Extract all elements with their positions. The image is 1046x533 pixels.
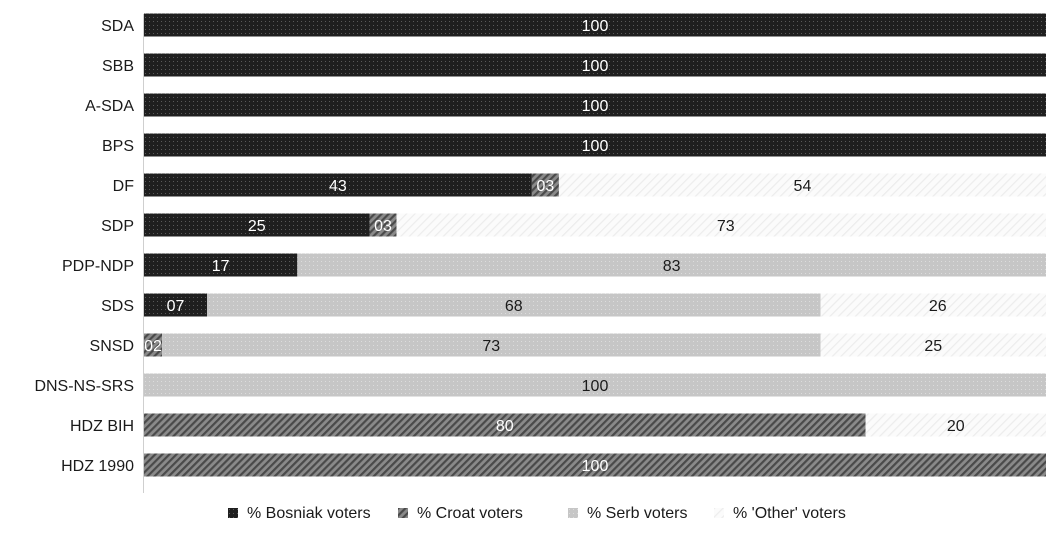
value-label-sdp-bosniak-voters: 25 bbox=[248, 218, 266, 235]
bar-df-bosniak-voters bbox=[144, 173, 532, 197]
bar-hdz-1990-croat-voters bbox=[144, 453, 1046, 477]
value-label-sda-bosniak-voters: 100 bbox=[582, 18, 609, 35]
legend-label-other-voters: % 'Other' voters bbox=[733, 505, 846, 522]
value-label-hdz-bih-other-voters: 20 bbox=[947, 418, 965, 435]
bar-sds-other-voters bbox=[820, 293, 1046, 317]
value-labels: 100 100 100 100 43 03 54 25 03 73 17 83 07 68 26 02 73 25… bbox=[144, 18, 965, 475]
bar-snsd-croat-voters bbox=[144, 333, 163, 357]
category-label-sdp: SDP bbox=[101, 218, 134, 235]
value-label-snsd-croat-voters: 02 bbox=[144, 338, 162, 355]
category-label-sds: SDS bbox=[101, 298, 134, 315]
bar-sdp-other-voters bbox=[396, 213, 1046, 237]
value-label-sds-other-voters: 26 bbox=[929, 298, 947, 315]
category-labels: SDA SBB A-SDA BPS DF SDP PDP-NDP SDS SNSD DNS-NS-… bbox=[34, 18, 134, 475]
value-label-sdp-other-voters: 73 bbox=[717, 218, 735, 235]
bar-a-sda-bosniak-voters bbox=[144, 93, 1046, 117]
value-label-df-other-voters: 54 bbox=[794, 178, 812, 195]
bar-snsd-other-voters bbox=[820, 333, 1046, 357]
value-label-sds-bosniak-voters: 07 bbox=[167, 298, 185, 315]
value-label-hdz-bih-croat-voters: 80 bbox=[496, 418, 514, 435]
category-label-a-sda: A-SDA bbox=[85, 98, 134, 115]
legend-label-serb-voters: % Serb voters bbox=[587, 505, 687, 522]
bar-hdz-bih-croat-voters bbox=[144, 413, 866, 437]
bars bbox=[144, 13, 1046, 477]
value-label-hdz-1990-croat-voters: 100 bbox=[582, 458, 609, 475]
value-label-pdp-ndp-serb-voters: 83 bbox=[663, 258, 681, 275]
legend-swatch-croat-voters bbox=[398, 508, 408, 518]
bar-bps-bosniak-voters bbox=[144, 133, 1046, 157]
bar-df-croat-voters bbox=[531, 173, 559, 197]
legend-label-bosniak-voters: % Bosniak voters bbox=[247, 505, 371, 522]
legend-label-croat-voters: % Croat voters bbox=[417, 505, 523, 522]
bar-df-other-voters bbox=[558, 173, 1046, 197]
value-label-pdp-ndp-bosniak-voters: 17 bbox=[212, 258, 230, 275]
legend-swatch-bosniak-voters bbox=[228, 508, 238, 518]
category-label-sda: SDA bbox=[101, 18, 134, 35]
bar-snsd-serb-voters bbox=[162, 333, 821, 357]
category-label-dns-ns-srs: DNS-NS-SRS bbox=[34, 378, 134, 395]
category-label-snsd: SNSD bbox=[90, 338, 134, 355]
value-label-df-croat-voters: 03 bbox=[536, 178, 554, 195]
bar-sds-bosniak-voters bbox=[144, 293, 208, 317]
value-label-snsd-other-voters: 25 bbox=[924, 338, 942, 355]
legend: % Bosniak voters % Croat voters % Serb vot… bbox=[228, 505, 846, 522]
bar-sds-serb-voters bbox=[207, 293, 821, 317]
value-label-sdp-croat-voters: 03 bbox=[374, 218, 392, 235]
value-label-a-sda-bosniak-voters: 100 bbox=[582, 98, 609, 115]
legend-swatch-other-voters bbox=[714, 508, 724, 518]
bar-sda-bosniak-voters bbox=[144, 13, 1046, 37]
category-label-bps: BPS bbox=[102, 138, 134, 155]
category-label-hdz-1990: HDZ 1990 bbox=[61, 458, 134, 475]
value-label-sds-serb-voters: 68 bbox=[505, 298, 523, 315]
value-label-dns-ns-srs-serb-voters: 100 bbox=[582, 378, 609, 395]
bar-pdp-ndp-bosniak-voters bbox=[144, 253, 298, 277]
category-label-hdz-bih: HDZ BIH bbox=[70, 418, 134, 435]
value-label-bps-bosniak-voters: 100 bbox=[582, 138, 609, 155]
bar-sdp-bosniak-voters bbox=[144, 213, 370, 237]
bar-sbb-bosniak-voters bbox=[144, 53, 1046, 77]
category-label-sbb: SBB bbox=[102, 58, 134, 75]
category-label-pdp-ndp: PDP-NDP bbox=[62, 258, 134, 275]
legend-swatch-serb-voters bbox=[568, 508, 578, 518]
bar-sdp-croat-voters bbox=[369, 213, 397, 237]
value-label-df-bosniak-voters: 43 bbox=[329, 178, 347, 195]
bar-hdz-bih-other-voters bbox=[865, 413, 1046, 437]
bar-dns-ns-srs-serb-voters bbox=[144, 373, 1046, 397]
value-label-snsd-serb-voters: 73 bbox=[482, 338, 500, 355]
value-label-sbb-bosniak-voters: 100 bbox=[582, 58, 609, 75]
bar-pdp-ndp-serb-voters bbox=[297, 253, 1046, 277]
category-label-df: DF bbox=[113, 178, 135, 195]
